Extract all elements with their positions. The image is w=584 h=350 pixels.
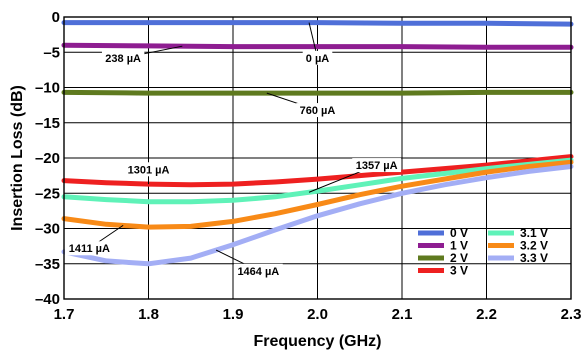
annotation-760-a: 760 µA xyxy=(266,92,339,118)
legend-item-3-3-v: 3.3 V xyxy=(488,251,548,265)
annotation-label: 1301 µA xyxy=(128,164,170,176)
annotation-1301-a: 1301 µA xyxy=(124,162,173,185)
y-tick-label: –10 xyxy=(35,80,60,97)
annotation-238-a: 238 µA xyxy=(101,45,183,65)
annotation-label: 760 µA xyxy=(300,105,336,117)
annotation-1357-a: 1357 µA xyxy=(308,158,402,193)
y-tick-label: –20 xyxy=(35,150,60,167)
annotation-background xyxy=(64,241,114,256)
y-axis-title: Insertion Loss (dB) xyxy=(9,85,26,231)
annotation-background xyxy=(233,263,283,278)
annotation-label: 1357 µA xyxy=(356,160,398,172)
annotation-1464-a: 1464 µA xyxy=(215,249,283,278)
legend: 0 V1 V2 V3 V 3.1 V3.2 V3.3 V xyxy=(418,226,548,278)
x-tick-label: 2.1 xyxy=(392,306,413,323)
legend-label: 3 V xyxy=(450,264,468,278)
legend-label: 1 V xyxy=(450,239,468,253)
x-axis-title: Frequency (GHz) xyxy=(253,333,381,350)
plot-frame xyxy=(63,16,572,300)
annotation-background xyxy=(296,103,339,118)
x-tick-label: 1.7 xyxy=(54,306,75,323)
y-tick-label: –30 xyxy=(35,221,60,238)
series-line-3-3-v xyxy=(61,164,574,267)
y-tick-label: –25 xyxy=(35,185,60,202)
legend-item-1-v: 1 V xyxy=(418,239,468,253)
annotation-label: 0 µA xyxy=(306,53,330,65)
annotation-background xyxy=(124,162,173,177)
series-line-2-v xyxy=(61,89,574,96)
x-tick-label: 2.3 xyxy=(561,306,582,323)
tick-labels: 1.7 1.8 1.9 2.0 2.1 2.2 2.3 0 –5 –10 –15 –20 –25 –30 –… xyxy=(35,9,581,323)
x-tick-label: 1.8 xyxy=(138,306,159,323)
x-tick-label: 2.0 xyxy=(307,306,328,323)
legend-item-3-1-v: 3.1 V xyxy=(488,226,548,240)
y-tick-label: –15 xyxy=(35,115,60,132)
annotations: 0 µA 238 µA 760 µA 1301 µA 1357 µA 1411 µA 146… xyxy=(64,22,402,278)
x-tick-label: 2.2 xyxy=(476,306,497,323)
series-line-1-v xyxy=(61,42,574,50)
legend-label: 0 V xyxy=(450,226,468,240)
legend-item-3-2-v: 3.2 V xyxy=(488,239,548,253)
series-line-3-2-v xyxy=(61,159,574,230)
y-tick-label: 0 xyxy=(52,9,60,26)
y-tick-label: –5 xyxy=(43,44,60,61)
legend-item-3-v: 3 V xyxy=(418,264,468,278)
legend-item-2-v: 2 V xyxy=(418,251,468,265)
series-line-3-1-v xyxy=(61,157,574,205)
annotation-background xyxy=(352,158,402,173)
x-tick-label: 1.9 xyxy=(223,306,244,323)
annotation-background xyxy=(101,50,145,65)
legend-label: 2 V xyxy=(450,251,468,265)
annotation-background xyxy=(302,50,333,65)
annotation-label: 1464 µA xyxy=(237,266,279,278)
legend-item-0-v: 0 V xyxy=(418,226,468,240)
legend-label: 3.1 V xyxy=(520,226,548,240)
annotation-label: 1411 µA xyxy=(69,243,110,255)
y-tick-label: –35 xyxy=(35,256,60,273)
annotation-label: 238 µA xyxy=(105,53,141,65)
series-line-0-v xyxy=(61,20,574,27)
annotation-0-a: 0 µA xyxy=(302,22,333,65)
annotation-1411-a: 1411 µA xyxy=(64,224,124,256)
y-tick-label: –40 xyxy=(35,291,60,308)
series-lines xyxy=(61,20,574,267)
series-line-3-v xyxy=(61,154,574,188)
legend-label: 3.3 V xyxy=(520,251,548,265)
legend-label: 3.2 V xyxy=(520,239,548,253)
